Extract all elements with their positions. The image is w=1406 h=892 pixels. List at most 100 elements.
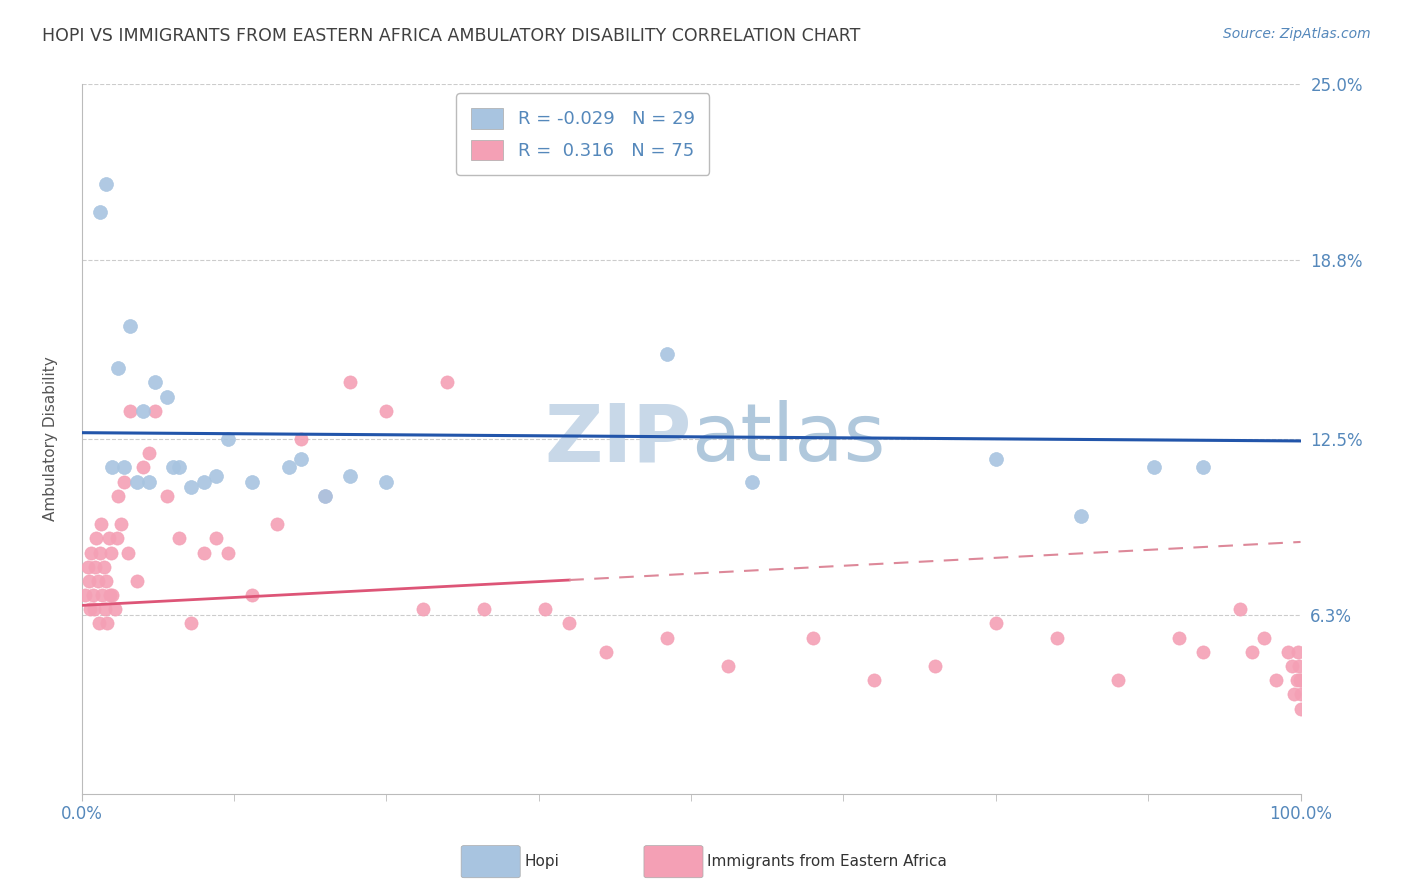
Point: [204, 469, 226, 483]
Point: [96, 616, 118, 631]
Point: [1167, 631, 1189, 645]
Point: [112, 460, 135, 475]
Point: [240, 588, 263, 602]
Text: HOPI VS IMMIGRANTS FROM EASTERN AFRICA AMBULATORY DISABILITY CORRELATION CHART: HOPI VS IMMIGRANTS FROM EASTERN AFRICA A…: [42, 27, 860, 45]
Point: [204, 532, 226, 546]
Point: [101, 460, 124, 475]
Text: Hopi: Hopi: [524, 855, 560, 869]
Point: [1253, 631, 1275, 645]
Point: [105, 532, 128, 546]
Point: [412, 602, 434, 616]
Point: [76, 559, 98, 574]
Point: [375, 475, 398, 489]
Point: [984, 616, 1007, 631]
Point: [1285, 673, 1308, 688]
Point: [89, 205, 111, 219]
Legend: R = -0.029   N = 29, R =  0.316   N = 75: R = -0.029 N = 29, R = 0.316 N = 75: [457, 94, 709, 175]
Point: [94, 602, 117, 616]
Point: [595, 645, 617, 659]
Point: [125, 475, 148, 489]
Point: [290, 432, 312, 446]
Point: [156, 489, 179, 503]
Point: [87, 616, 110, 631]
Point: [655, 347, 678, 361]
Point: [104, 602, 127, 616]
Point: [290, 451, 312, 466]
Point: [138, 446, 160, 460]
Point: [984, 451, 1007, 466]
Point: [112, 475, 135, 489]
Point: [924, 659, 946, 673]
Point: [339, 376, 361, 390]
Point: [180, 480, 202, 494]
Point: [94, 574, 117, 588]
Point: [1281, 659, 1303, 673]
Point: [138, 475, 160, 489]
Point: [717, 659, 740, 673]
Point: [1265, 673, 1288, 688]
Point: [89, 545, 111, 559]
Point: [120, 403, 142, 417]
Point: [98, 588, 121, 602]
Point: [93, 559, 115, 574]
Point: [107, 489, 129, 503]
Point: [90, 517, 112, 532]
Point: [1284, 687, 1306, 701]
Text: Immigrants from Eastern Africa: Immigrants from Eastern Africa: [707, 855, 948, 869]
Text: atlas: atlas: [692, 400, 886, 478]
Point: [277, 460, 299, 475]
Point: [375, 403, 398, 417]
Point: [101, 588, 124, 602]
Point: [863, 673, 886, 688]
Point: [1286, 645, 1309, 659]
Point: [125, 574, 148, 588]
Text: Source: ZipAtlas.com: Source: ZipAtlas.com: [1223, 27, 1371, 41]
Point: [315, 489, 337, 503]
Point: [97, 532, 120, 546]
Text: ZIP: ZIP: [544, 400, 692, 478]
Point: [1192, 460, 1215, 475]
Point: [1240, 645, 1263, 659]
Point: [1277, 645, 1299, 659]
Point: [110, 517, 132, 532]
Point: [180, 616, 202, 631]
Point: [75, 588, 97, 602]
Point: [100, 545, 122, 559]
Point: [655, 631, 678, 645]
Point: [1143, 460, 1166, 475]
Point: [82, 588, 104, 602]
Point: [143, 376, 166, 390]
Point: [117, 545, 139, 559]
Point: [193, 545, 215, 559]
Point: [1288, 659, 1310, 673]
Point: [534, 602, 557, 616]
Point: [217, 432, 239, 446]
Point: [1289, 673, 1312, 688]
Point: [266, 517, 288, 532]
Point: [156, 390, 179, 404]
Point: [801, 631, 824, 645]
Point: [131, 403, 153, 417]
Point: [315, 489, 337, 503]
Point: [167, 460, 190, 475]
Point: [1192, 645, 1215, 659]
Point: [143, 403, 166, 417]
Point: [1289, 687, 1312, 701]
Point: [77, 574, 100, 588]
Point: [1229, 602, 1251, 616]
Point: [240, 475, 263, 489]
Point: [1046, 631, 1069, 645]
Point: [472, 602, 495, 616]
Point: [339, 469, 361, 483]
Point: [193, 475, 215, 489]
Point: [1289, 673, 1312, 688]
Point: [436, 376, 458, 390]
Point: [131, 460, 153, 475]
Point: [79, 602, 101, 616]
Point: [1070, 508, 1092, 523]
Point: [167, 532, 190, 546]
Point: [558, 616, 581, 631]
Point: [741, 475, 763, 489]
Point: [120, 318, 142, 333]
Point: [86, 574, 108, 588]
